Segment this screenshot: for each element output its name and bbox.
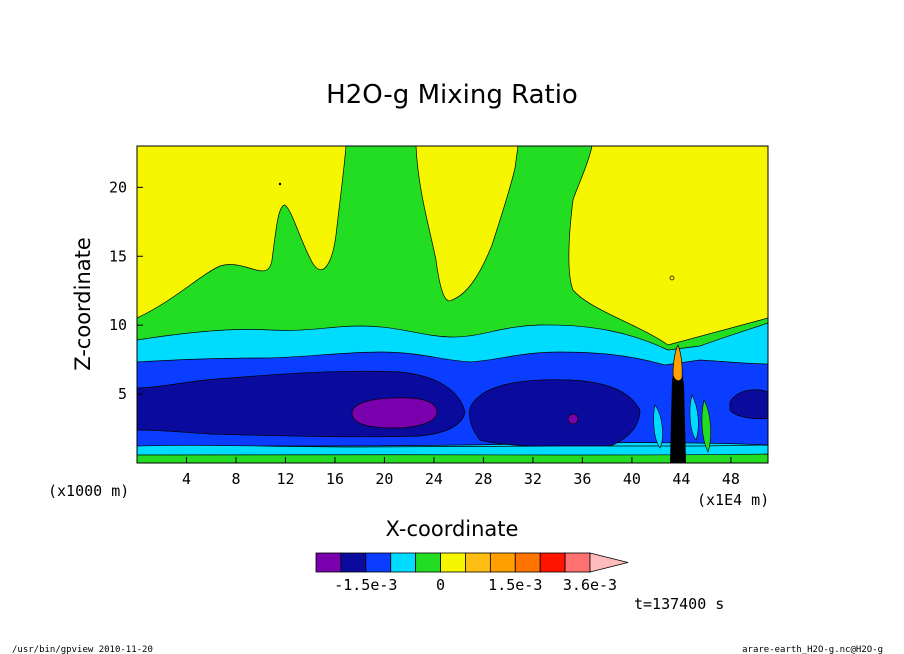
colorbar-level-label: -1.5e-3 — [334, 576, 397, 594]
region-navy-2 — [469, 379, 641, 449]
colorbar-labels: -1.5e-3 0 1.5e-3 3.6e-3 — [334, 576, 617, 594]
x-tick-label: 16 — [326, 470, 344, 488]
y-tick-label: 20 — [109, 178, 127, 196]
column-orange — [672, 344, 683, 382]
colorbar-swatch — [514, 552, 541, 573]
colorbar-swatch — [365, 552, 392, 573]
region-navy-3 — [729, 389, 768, 420]
column-cyan-right — [689, 394, 699, 441]
time-label: t=137400 s — [634, 595, 724, 613]
x-unit-label: (x1E4 m) — [697, 491, 769, 509]
chart-title: H2O-g Mixing Ratio — [326, 80, 578, 110]
colorbar-level-label: 1.5e-3 — [488, 576, 542, 594]
x-tick-label: 40 — [623, 470, 641, 488]
footer-left: /usr/bin/gpview 2010-11-20 — [12, 645, 153, 654]
colorbar-swatch — [315, 552, 342, 573]
small-loop-upper — [669, 275, 675, 281]
y-unit-label: (x1000 m) — [48, 482, 129, 500]
colorbar-swatch — [440, 552, 466, 573]
colorbar-extend-arrow — [589, 552, 629, 573]
y-tick-label: 15 — [109, 247, 127, 265]
x-tick-label: 20 — [375, 470, 393, 488]
colorbar-level-label: 3.6e-3 — [563, 576, 617, 594]
x-tick-label: 32 — [524, 470, 542, 488]
x-axis: 4 8 12 16 20 24 28 32 36 40 44 48 — [182, 457, 740, 488]
y-axis: 5 10 15 20 — [109, 178, 143, 403]
x-tick-label: 4 — [182, 470, 191, 488]
small-loop-top — [278, 182, 282, 186]
colorbar-swatch — [465, 552, 491, 573]
contour-plot — [137, 146, 768, 463]
colorbar-swatch — [390, 552, 417, 573]
colorbar-level-label: 0 — [436, 576, 445, 594]
colorbar — [315, 552, 629, 573]
x-tick-label: 48 — [722, 470, 740, 488]
x-axis-label: X-coordinate — [386, 517, 519, 541]
y-tick-label: 10 — [109, 316, 127, 334]
y-tick-label: 5 — [118, 385, 127, 403]
colorbar-swatch — [415, 552, 441, 573]
x-tick-label: 36 — [573, 470, 591, 488]
column-dark — [670, 360, 686, 463]
x-tick-label: 8 — [231, 470, 240, 488]
x-tick-label: 44 — [672, 470, 690, 488]
colorbar-swatch — [564, 552, 591, 573]
column-green-right — [701, 399, 711, 453]
region-violet-spot — [567, 413, 579, 425]
colorbar-swatch — [489, 552, 516, 573]
region-violet — [351, 397, 438, 429]
colorbar-swatch — [539, 552, 566, 573]
x-tick-label: 24 — [425, 470, 443, 488]
region-lower-green — [137, 453, 768, 463]
x-tick-label: 28 — [474, 470, 492, 488]
colorbar-swatch — [340, 552, 367, 573]
column-cyan-left — [653, 404, 663, 449]
plot-frame — [136, 145, 769, 464]
y-axis-label: Z-coordinate — [71, 237, 95, 371]
x-tick-label: 12 — [276, 470, 294, 488]
footer-right: arare-earth_H2O-g.nc@H2O-g — [742, 645, 883, 654]
